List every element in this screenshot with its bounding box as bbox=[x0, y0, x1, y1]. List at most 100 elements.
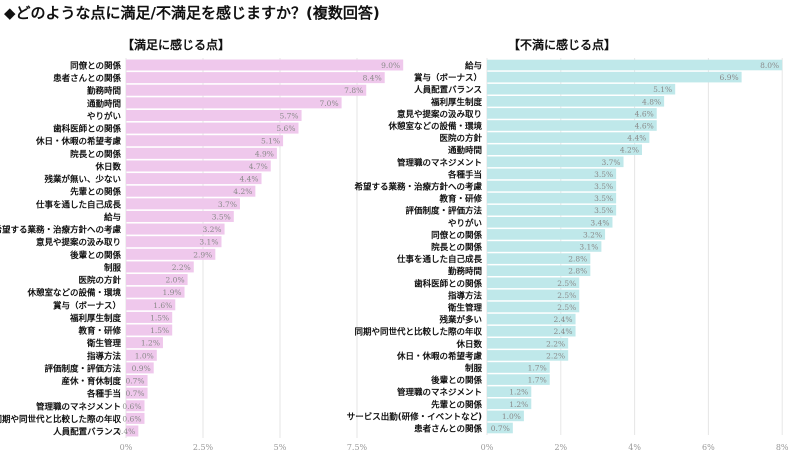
satisfied-value-label: 5.7% bbox=[279, 111, 298, 120]
dissatisfied-category-label: 先輩との関係 bbox=[431, 399, 482, 410]
dissatisfied-bar bbox=[487, 338, 569, 349]
satisfied-category-label: 指導方法 bbox=[87, 351, 122, 362]
dissatisfied-category-label: 給与 bbox=[465, 61, 482, 72]
satisfied-bar bbox=[126, 84, 367, 96]
satisfied-value-label: 4.9% bbox=[255, 149, 274, 158]
dissatisfied-value-label: 1.7% bbox=[528, 376, 547, 385]
satisfied-category-label: 先輩との関係 bbox=[70, 187, 121, 198]
dissatisfied-value-label: 2.4% bbox=[553, 315, 572, 324]
satisfied-bar bbox=[126, 59, 404, 71]
dissatisfied-value-label: 3.5% bbox=[594, 182, 613, 191]
dissatisfied-value-label: 4.8% bbox=[642, 97, 661, 106]
dissatisfied-value-label: 4.6% bbox=[635, 122, 654, 131]
satisfied-category-label: 休日・休暇の希望考慮 bbox=[35, 136, 122, 147]
satisfied-bar bbox=[126, 362, 154, 374]
dissatisfied-category-label: 通勤時間 bbox=[448, 145, 482, 156]
dissatisfied-bar bbox=[487, 398, 532, 410]
satisfied-value-label: 8.4% bbox=[363, 74, 382, 83]
dissatisfied-bar bbox=[487, 59, 783, 71]
dissatisfied-value-label: 2.5% bbox=[557, 279, 576, 288]
satisfied-bar bbox=[126, 147, 277, 159]
satisfied-tick-label: 7.5% bbox=[347, 443, 368, 452]
dissatisfied-category-label: 休憩室などの設備・環境 bbox=[387, 121, 482, 132]
dissatisfied-bar bbox=[487, 217, 613, 228]
satisfied-category-label: 衛生管理 bbox=[86, 338, 122, 349]
satisfied-tick-label: 0% bbox=[120, 443, 133, 452]
dissatisfied-category-label: 管理職のマネジメント bbox=[397, 387, 482, 398]
dissatisfied-bar bbox=[487, 204, 617, 216]
satisfied-value-label: 3.7% bbox=[218, 200, 237, 209]
satisfied-value-label: 0.6% bbox=[122, 414, 141, 423]
satisfied-value-label: 1.5% bbox=[150, 326, 169, 335]
satisfied-value-label: 2.9% bbox=[193, 250, 212, 259]
dissatisfied-category-label: 院長との関係 bbox=[431, 242, 482, 253]
dissatisfied-category-label: 歯科医師との関係 bbox=[414, 278, 482, 289]
dissatisfied-value-label: 2.5% bbox=[557, 291, 576, 300]
dissatisfied-bar bbox=[487, 229, 606, 240]
satisfied-value-label: 9.0% bbox=[381, 61, 400, 70]
dissatisfied-category-label: やりがい bbox=[448, 218, 482, 229]
dissatisfied-value-label: 2.2% bbox=[546, 339, 565, 348]
satisfied-bar bbox=[126, 236, 222, 248]
satisfied-bar bbox=[126, 248, 216, 260]
dissatisfied-category-label: 勤務時間 bbox=[448, 266, 482, 277]
satisfied-bar bbox=[126, 274, 188, 286]
dissatisfied-category-label: 指導方法 bbox=[448, 290, 483, 301]
dissatisfied-category-label: 希望する業務・治療方針への考慮 bbox=[354, 182, 482, 193]
dissatisfied-bar bbox=[487, 192, 617, 204]
satisfied-value-label: 1.0% bbox=[135, 351, 154, 360]
satisfied-value-label: 0.7% bbox=[125, 377, 144, 386]
dissatisfied-category-label: 教育・研修 bbox=[438, 194, 482, 205]
satisfied-bar bbox=[126, 122, 299, 134]
dissatisfied-value-label: 1.2% bbox=[509, 400, 528, 409]
dissatisfied-category-label: サービス出勤(研修・イベントなど) bbox=[347, 411, 482, 422]
satisfied-value-label: 0.9% bbox=[132, 364, 151, 373]
dissatisfied-category-label: 患者さんとの関係 bbox=[414, 424, 482, 435]
dissatisfied-bar bbox=[487, 313, 576, 325]
dissatisfied-category-label: 休日・休暇の希望考慮 bbox=[396, 351, 483, 362]
satisfied-bar bbox=[126, 135, 284, 147]
satisfied-category-label: 後輩との関係 bbox=[70, 250, 121, 261]
dissatisfied-tick-label: 4% bbox=[628, 443, 641, 452]
dissatisfied-bar bbox=[487, 374, 550, 385]
satisfied-category-label: 同期や同世代と比較した際の年収 bbox=[0, 414, 121, 425]
dissatisfied-bar bbox=[487, 144, 642, 155]
satisfied-value-label: 1.2% bbox=[141, 339, 160, 348]
satisfied-bar bbox=[126, 185, 256, 197]
dissatisfied-bar bbox=[487, 277, 580, 289]
dissatisfied-value-label: 8.0% bbox=[760, 61, 779, 70]
satisfied-category-label: 管理職のマネジメント bbox=[36, 401, 121, 412]
dissatisfied-bar bbox=[487, 422, 513, 434]
dissatisfied-value-label: 6.9% bbox=[720, 73, 739, 82]
dissatisfied-value-label: 3.1% bbox=[579, 243, 598, 252]
dissatisfied-category-label: 管理職のマネジメント bbox=[397, 157, 482, 168]
dissatisfied-bar bbox=[487, 410, 524, 422]
satisfied-value-label: 0.4% bbox=[116, 427, 135, 436]
satisfied-category-label: 希望する業務・治療方針への考慮 bbox=[0, 225, 121, 236]
satisfied-bar bbox=[126, 387, 148, 399]
dissatisfied-tick-label: 0% bbox=[481, 443, 494, 452]
dissatisfied-bar bbox=[487, 386, 532, 397]
satisfied-value-label: 3.2% bbox=[202, 225, 221, 234]
satisfied-category-label: 産休・育休制度 bbox=[61, 376, 121, 387]
satisfied-bar bbox=[126, 261, 194, 273]
dissatisfied-tick-label: 8% bbox=[776, 443, 789, 452]
satisfied-category-label: 賞与（ボーナス） bbox=[53, 300, 121, 311]
dissatisfied-category-label: 制服 bbox=[465, 363, 483, 374]
dissatisfied-value-label: 2.8% bbox=[568, 267, 587, 276]
satisfied-bar bbox=[126, 223, 225, 235]
dissatisfied-bar bbox=[487, 265, 591, 276]
dissatisfied-bar bbox=[487, 180, 617, 192]
satisfied-bar bbox=[126, 425, 139, 437]
dissatisfied-category-label: 同期や同世代と比較した際の年収 bbox=[354, 327, 482, 338]
satisfied-chart-title: 【満足に感じる点】 bbox=[122, 38, 231, 52]
dissatisfied-bar bbox=[487, 362, 550, 373]
satisfied-bar bbox=[126, 324, 173, 336]
dissatisfied-bar bbox=[487, 96, 665, 107]
dissatisfied-value-label: 1.2% bbox=[509, 388, 528, 397]
dissatisfied-bar bbox=[487, 120, 657, 131]
satisfied-bar bbox=[126, 160, 271, 172]
dissatisfied-category-label: 医院の方針 bbox=[439, 133, 482, 144]
satisfied-category-label: 医院の方針 bbox=[78, 275, 121, 286]
